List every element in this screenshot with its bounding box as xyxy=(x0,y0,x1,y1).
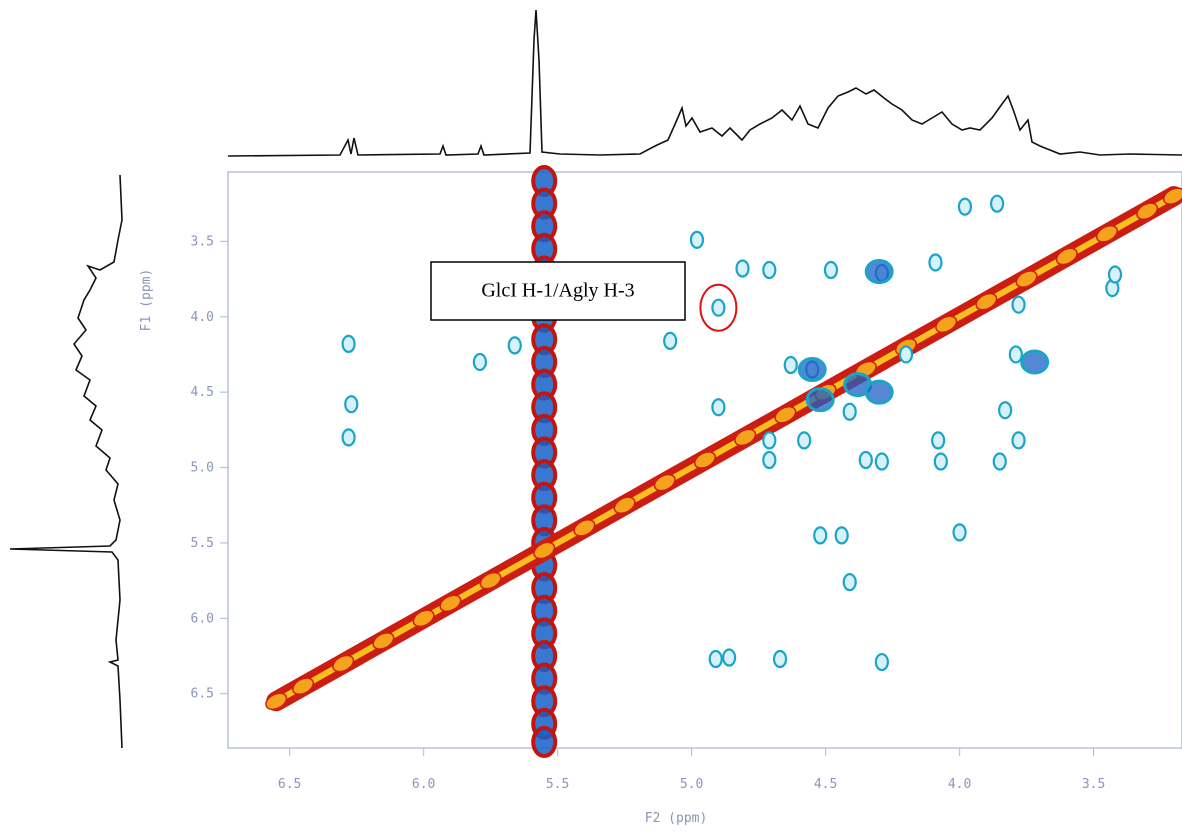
diagonal-peak xyxy=(1055,247,1078,266)
diagonal-peak xyxy=(935,315,958,334)
cross-peak xyxy=(998,401,1013,420)
cross-peak xyxy=(797,431,812,450)
x-tick-label: 6.5 xyxy=(278,777,301,792)
x-tick-label: 6.0 xyxy=(412,777,435,792)
cross-peak xyxy=(711,398,726,417)
y-tick-label: 5.5 xyxy=(191,536,214,551)
diagonal-peak xyxy=(439,594,462,613)
cross-peak xyxy=(772,649,788,669)
cross-peak xyxy=(874,652,889,672)
y-tick-label: 3.5 xyxy=(191,234,214,249)
cross-peak xyxy=(898,345,914,364)
diagonal-peak xyxy=(372,632,395,650)
cross-peak xyxy=(933,452,948,471)
plot-marks xyxy=(265,165,1182,758)
cross-peak xyxy=(931,431,946,450)
cross-peak xyxy=(928,253,943,272)
x-tick-label: 4.0 xyxy=(948,777,971,792)
diagonal-peak xyxy=(774,405,797,424)
y-tick-label: 5.0 xyxy=(191,461,214,476)
cross-peak xyxy=(722,648,737,667)
cross-peak xyxy=(711,298,726,317)
y-tick-label: 6.0 xyxy=(191,611,214,626)
diagonal-core xyxy=(273,193,1177,705)
plot-frame xyxy=(227,171,1182,749)
cross-peak xyxy=(689,230,705,249)
cross-peak xyxy=(823,260,839,280)
cross-peak xyxy=(874,452,889,471)
diagonal-peak xyxy=(292,677,315,695)
diagonal-peak xyxy=(693,451,717,469)
cross-peak xyxy=(842,573,857,592)
cross-peak xyxy=(507,336,522,355)
diagonal-peak xyxy=(1136,202,1159,221)
t1-noise-peak xyxy=(531,725,558,758)
cross-peak xyxy=(762,431,777,450)
diagonal-peak xyxy=(613,496,636,515)
y-tick-label: 4.0 xyxy=(191,310,214,325)
f1-projection xyxy=(9,174,123,749)
diagonal-peak xyxy=(975,292,998,311)
cross-peak xyxy=(834,526,849,545)
cross-peak xyxy=(858,450,873,470)
cross-peak xyxy=(1107,265,1123,284)
annotation-box xyxy=(430,261,686,321)
y-tick-label: 4.5 xyxy=(191,385,214,400)
y-axis-label: F1 (ppm) xyxy=(139,269,154,332)
cross-peak xyxy=(344,395,359,414)
strong-peak xyxy=(797,357,827,383)
highlight-circle xyxy=(699,283,738,332)
cross-peak xyxy=(341,428,356,447)
cross-peak xyxy=(762,260,777,280)
cross-peak xyxy=(952,523,967,542)
diagonal-peak xyxy=(573,519,596,537)
x-tick-label: 3.5 xyxy=(1082,777,1105,792)
x-tick-label: 4.5 xyxy=(814,777,837,792)
x-tick-label: 5.0 xyxy=(680,777,703,792)
cross-peak xyxy=(989,194,1005,213)
diagonal-peak xyxy=(1095,225,1118,243)
cross-peak xyxy=(663,331,678,350)
cross-peak xyxy=(842,402,857,421)
x-axis-label: F2 (ppm) xyxy=(645,811,708,826)
cross-peak xyxy=(735,259,750,278)
strong-peak xyxy=(1020,349,1050,375)
diagonal-peak xyxy=(734,428,757,447)
diagonal-peak xyxy=(479,571,502,590)
y-tick-label: 6.5 xyxy=(191,687,214,702)
cross-peak xyxy=(992,452,1007,471)
diagonal-peak xyxy=(533,541,556,560)
annotation: GlcI H-1/Agly H-3 xyxy=(481,280,634,302)
cross-peak xyxy=(472,352,487,372)
cross-peak xyxy=(813,526,828,545)
f2-projection xyxy=(227,9,1182,157)
x-tick-label: 5.5 xyxy=(546,777,569,792)
strong-peak xyxy=(864,379,894,405)
cross-peak xyxy=(1008,345,1023,364)
diagonal-peak xyxy=(1015,270,1038,288)
diagonal-peak xyxy=(653,473,676,492)
diagonal-peak xyxy=(412,609,435,628)
strong-peak xyxy=(864,259,894,285)
cross-peak xyxy=(1011,295,1026,314)
cross-peak xyxy=(708,649,723,669)
diagonal-peak xyxy=(1162,187,1182,205)
cross-peak xyxy=(762,450,777,470)
diagonal-peak xyxy=(332,654,355,673)
cross-peak xyxy=(783,355,798,375)
diagonal-peak xyxy=(265,692,288,711)
cross-peak xyxy=(957,197,973,216)
cross-peak xyxy=(1011,431,1026,450)
cross-peak xyxy=(341,334,356,353)
strong-peak xyxy=(805,387,835,413)
